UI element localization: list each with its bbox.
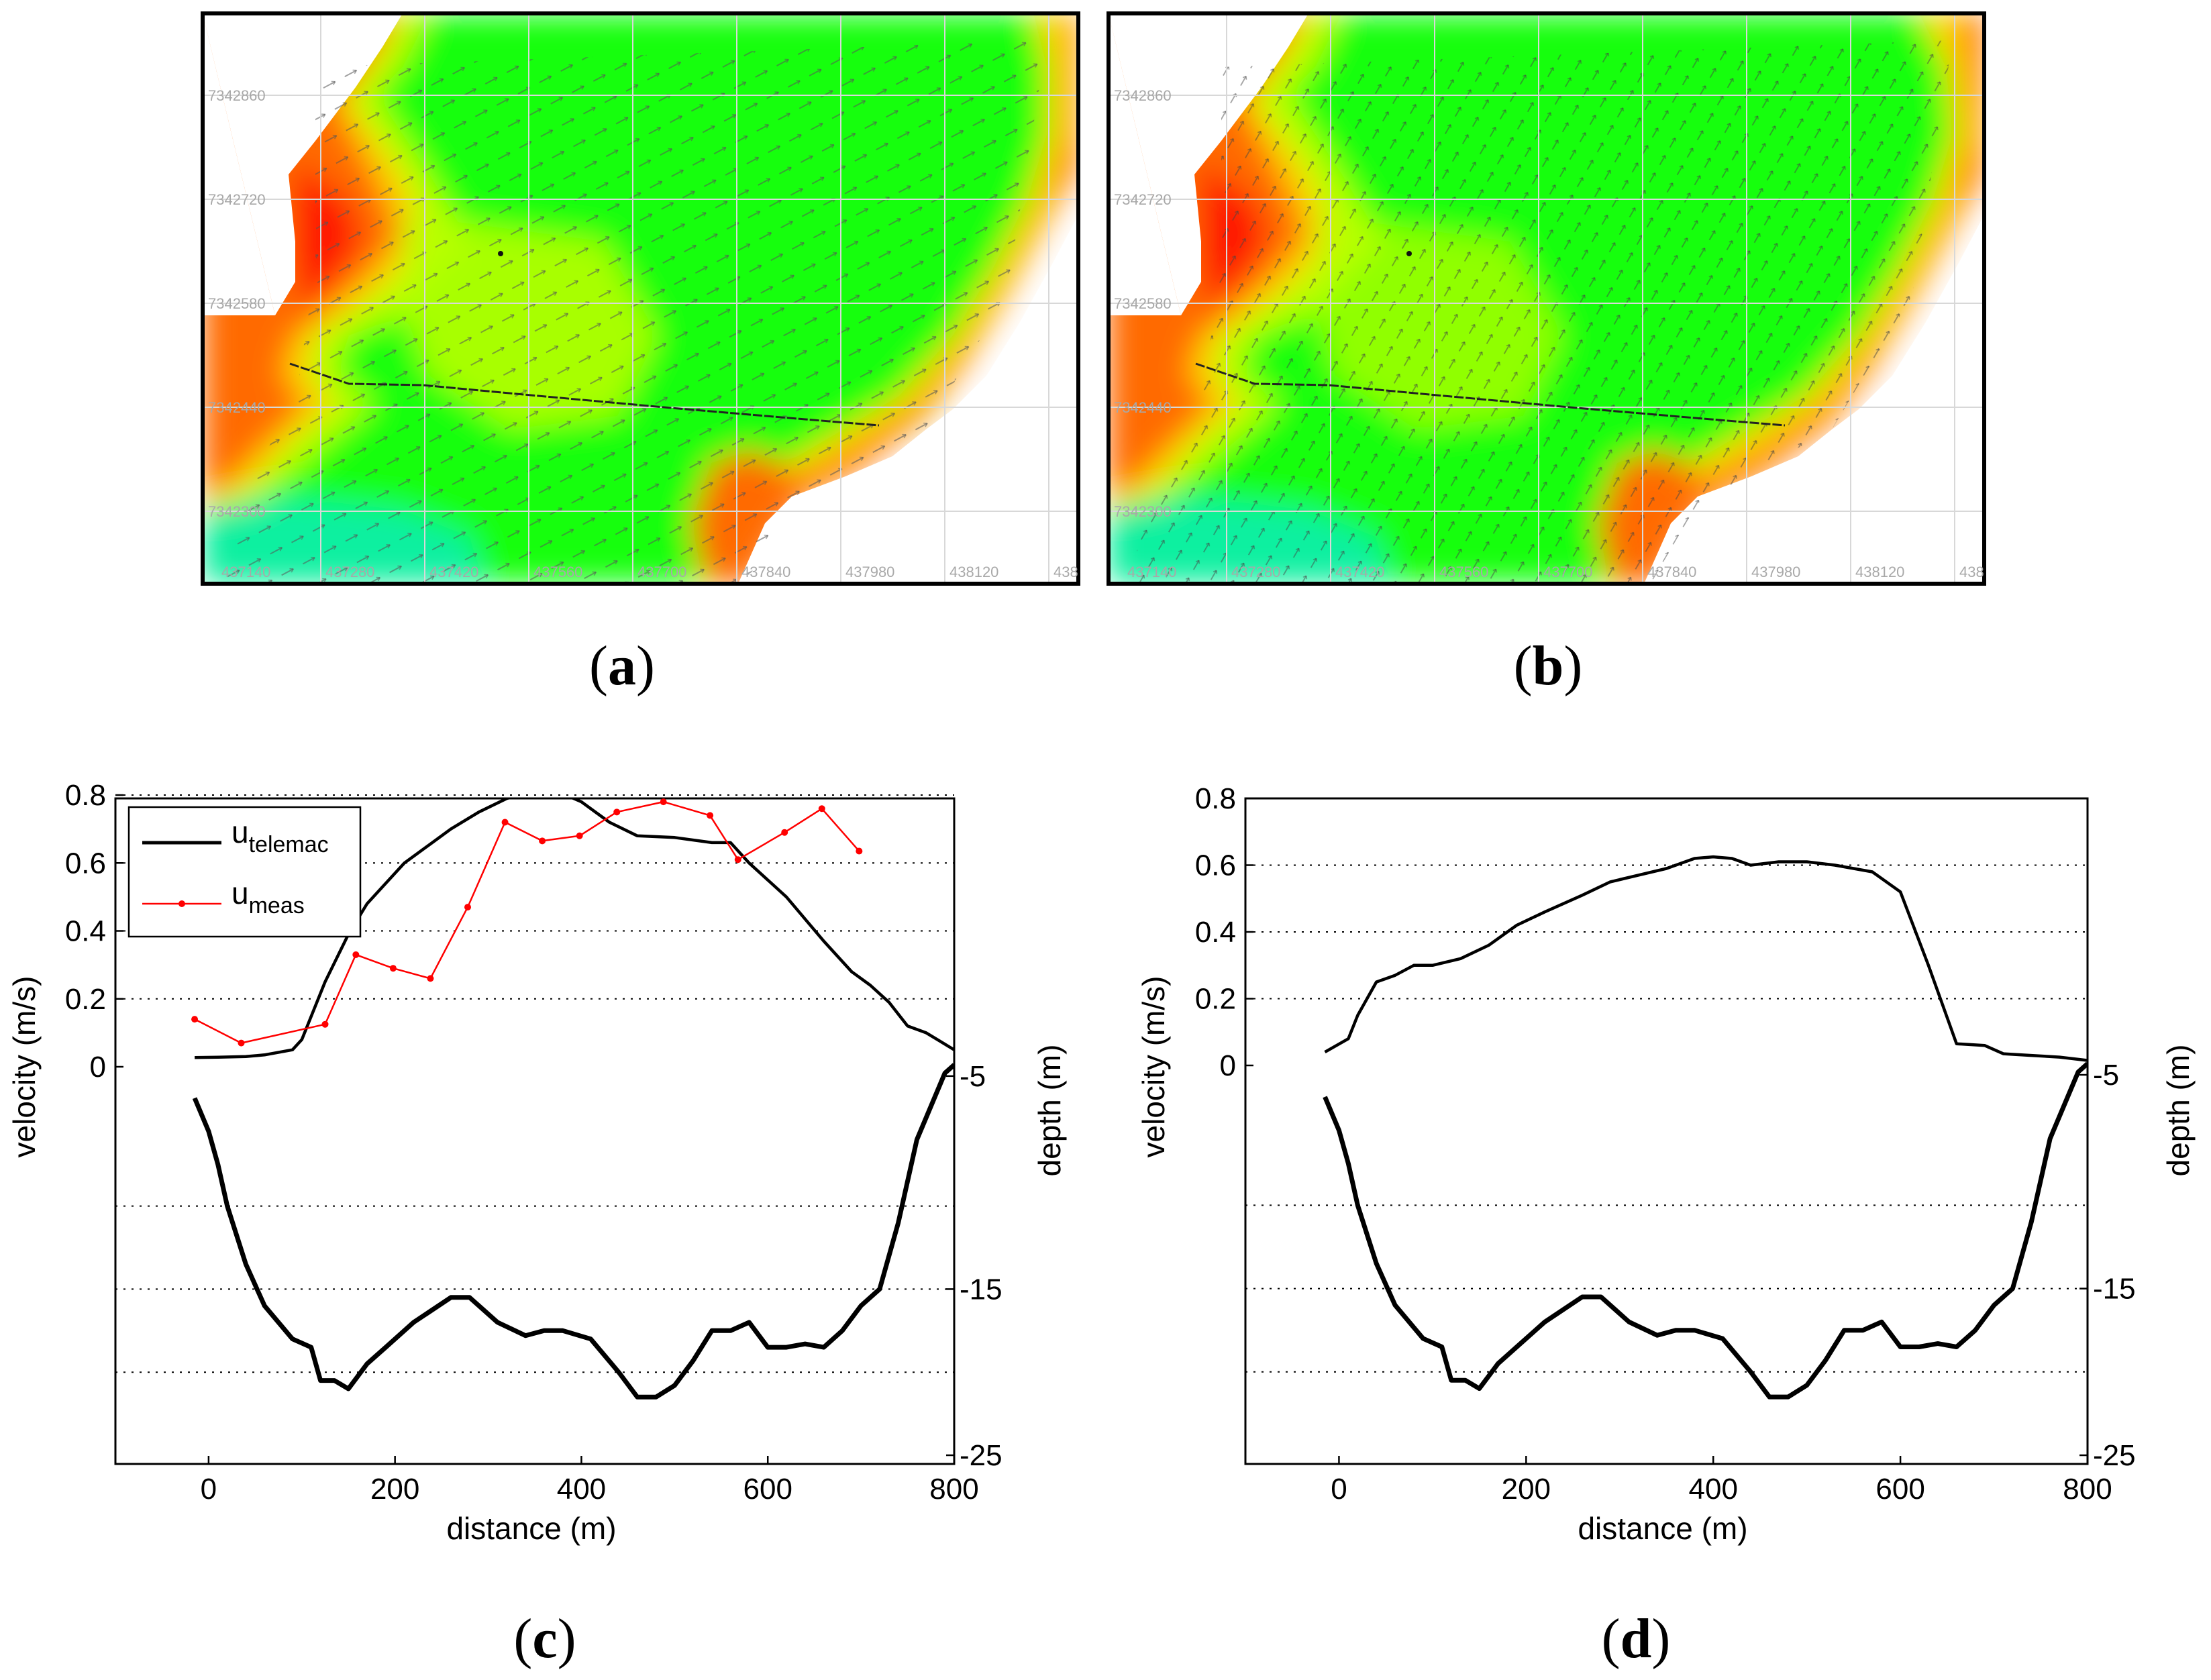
data-point-meas xyxy=(613,808,621,816)
data-point-meas xyxy=(238,1039,245,1047)
y-tick-label: 0 xyxy=(90,1051,106,1084)
northing-label: 7342580 xyxy=(1114,295,1172,312)
northing-label: 7342440 xyxy=(1114,399,1172,416)
northing-label: 7342580 xyxy=(208,295,266,312)
data-point-meas xyxy=(660,798,667,806)
y-tick-label: 0.8 xyxy=(1195,782,1236,815)
x-tick-label: 800 xyxy=(2063,1473,2112,1506)
x-tick-label: 400 xyxy=(1689,1473,1738,1506)
x-tick-label: 600 xyxy=(743,1473,792,1506)
x-tick-label: 0 xyxy=(201,1473,217,1506)
data-point-meas xyxy=(321,1020,329,1028)
x-tick-label: 600 xyxy=(1875,1473,1924,1506)
data-point-meas xyxy=(389,965,397,972)
legend-entry-meas: umeas xyxy=(232,876,305,918)
x-tick-label: 400 xyxy=(557,1473,606,1506)
data-point-meas xyxy=(501,819,509,826)
easting-label: 437140 xyxy=(221,564,270,580)
easting-label: 437840 xyxy=(1647,564,1696,580)
northing-label: 7342300 xyxy=(208,503,266,520)
y-axis-label: velocity (m/s) xyxy=(1136,976,1171,1158)
easting-label: 437560 xyxy=(533,564,582,580)
x-axis-label: distance (m) xyxy=(1578,1511,1747,1546)
easting-label: 438 xyxy=(1053,564,1078,580)
y2-axis-label: depth (m) xyxy=(1032,1045,1067,1177)
chart-d: 0 200 400 600 800 0 0.2 0.4 0.6 0.8 -5 -15 -25 dis… xyxy=(1136,782,2196,1546)
y-tick-label: 0.6 xyxy=(65,847,106,880)
northing-label: 7342720 xyxy=(1114,191,1172,208)
easting-label: 438 xyxy=(1959,564,1984,580)
northing-label: 7342860 xyxy=(208,87,266,104)
data-point-meas xyxy=(856,847,863,855)
y2-tick-label: -15 xyxy=(2093,1273,2136,1306)
panel-label-b: (b) xyxy=(1514,635,1583,697)
y-tick-label: 0.4 xyxy=(65,915,106,948)
northing-label: 7342860 xyxy=(1114,87,1172,104)
x-tick-label: 200 xyxy=(370,1473,419,1506)
easting-label: 437700 xyxy=(1543,564,1592,580)
northing-label: 7342300 xyxy=(1114,503,1172,520)
velocity-map-b: 7342860 7342720 7342580 7342440 7342300 … xyxy=(1107,11,1986,586)
legend-marker-meas xyxy=(178,900,185,907)
data-point-meas xyxy=(576,832,583,839)
easting-label: 437140 xyxy=(1127,564,1176,580)
y2-tick-label: -15 xyxy=(960,1273,1002,1306)
easting-label: 438120 xyxy=(1855,564,1904,580)
series-line-u-telemac xyxy=(1324,855,2088,1062)
data-point-meas xyxy=(427,975,434,982)
y2-tick-label: -5 xyxy=(2093,1059,2119,1092)
y-tick-label: 0.2 xyxy=(65,983,106,1016)
series-line-depth xyxy=(1323,1061,2088,1400)
easting-label: 437420 xyxy=(1335,564,1384,580)
data-point-meas xyxy=(818,805,825,812)
series-line-u-telemac xyxy=(195,798,954,1059)
easting-label: 438120 xyxy=(949,564,998,580)
y2-tick-label: -25 xyxy=(2093,1439,2136,1472)
legend: utelemac umeas xyxy=(127,806,362,938)
velocity-map-a: 7342860 7342720 7342580 7342440 7342300 … xyxy=(201,11,1080,586)
series-line-depth xyxy=(192,1063,954,1400)
northing-label: 7342440 xyxy=(208,399,266,416)
easting-label: 437420 xyxy=(429,564,478,580)
y-tick-label: 0 xyxy=(1220,1049,1236,1082)
y-axis-label: velocity (m/s) xyxy=(7,976,42,1158)
y-tick-label: 0.8 xyxy=(65,779,106,812)
legend-entry-telemac: utelemac xyxy=(232,815,329,857)
northing-label: 7342720 xyxy=(208,191,266,208)
easting-label: 437980 xyxy=(1751,564,1800,580)
data-point-meas xyxy=(352,951,360,958)
easting-label: 437700 xyxy=(637,564,686,580)
y-tick-label: 0.2 xyxy=(1195,983,1236,1016)
y2-tick-label: -5 xyxy=(960,1060,986,1093)
x-tick-label: 200 xyxy=(1502,1473,1551,1506)
panel-label-a: (a) xyxy=(589,635,655,697)
easting-label: 437280 xyxy=(1231,564,1280,580)
data-point-meas xyxy=(191,1016,199,1023)
easting-label: 437560 xyxy=(1439,564,1488,580)
data-point-meas xyxy=(707,812,714,819)
data-point-meas xyxy=(539,837,546,845)
panel-label-c: (c) xyxy=(513,1608,576,1670)
y2-tick-label: -25 xyxy=(960,1439,1002,1472)
data-point-meas xyxy=(734,856,741,863)
panel-label-d: (d) xyxy=(1602,1608,1671,1670)
easting-label: 437280 xyxy=(325,564,374,580)
x-axis-label: distance (m) xyxy=(446,1511,616,1546)
data-point-meas xyxy=(781,829,788,836)
easting-label: 437980 xyxy=(845,564,894,580)
y2-axis-label: depth (m) xyxy=(2161,1045,2196,1177)
chart-c: 0 200 400 600 800 0 0.2 0.4 0.6 0.8 -5 -15 -25 dis… xyxy=(7,779,1067,1546)
y-tick-label: 0.6 xyxy=(1195,849,1236,882)
data-point-meas xyxy=(464,904,471,911)
x-tick-label: 0 xyxy=(1331,1473,1347,1506)
easting-label: 437840 xyxy=(741,564,790,580)
y-tick-label: 0.4 xyxy=(1195,916,1236,949)
x-tick-label: 800 xyxy=(929,1473,978,1506)
